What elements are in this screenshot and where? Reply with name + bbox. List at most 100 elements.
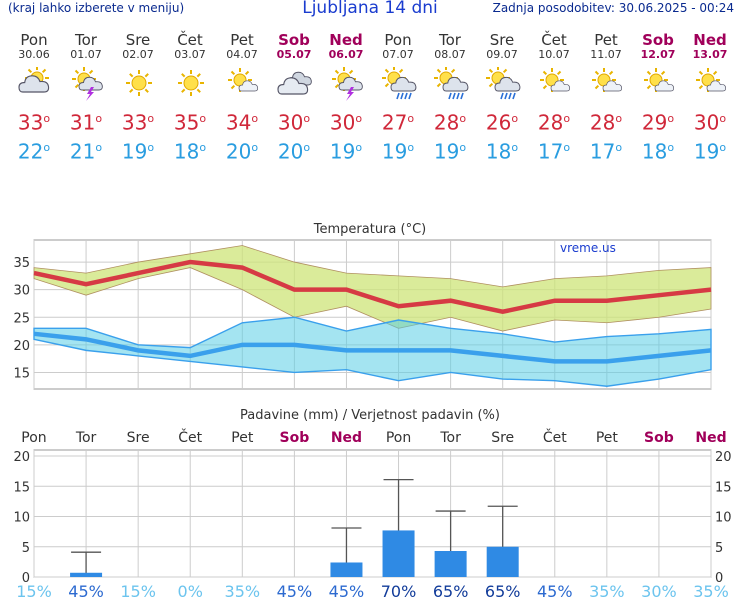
day-name: Tor [75, 31, 97, 49]
min-temperature: 21o [69, 139, 103, 164]
day-date: 13.07 [692, 48, 728, 61]
max-temperature: 34o [225, 110, 259, 135]
precipitation-probability: 45% [277, 582, 313, 600]
max-temperature: 29o [641, 110, 675, 135]
day-date: 03.07 [174, 48, 206, 61]
sun-icon [178, 70, 204, 96]
rain-sun-icon [486, 67, 521, 100]
day-column: Sob 05.07 30o 20o [268, 32, 320, 164]
precipitation-x-label: Sre [127, 430, 150, 446]
location-menu-hint[interactable]: (kraj lahko izberete v meniju) [8, 1, 185, 15]
precipitation-probability: 0% [178, 582, 203, 600]
day-date: 02.07 [122, 48, 154, 61]
precipitation-probability: 35% [589, 582, 625, 600]
max-temperature: 33o [17, 110, 51, 135]
min-temperature: 20o [225, 139, 259, 164]
day-date: 11.07 [590, 48, 622, 61]
day-column: Sre 09.07 26o 18o [476, 32, 528, 164]
precipitation-x-label: Ned [331, 430, 362, 446]
day-date: 04.07 [226, 48, 258, 61]
day-column: Pon 30.06 33o 22o [8, 32, 60, 164]
precipitation-y-tick-left: 20 [13, 450, 30, 465]
precipitation-chart-title: Padavine (mm) / Verjetnost padavin (%) [240, 408, 500, 423]
precipitation-x-label: Sob [644, 430, 674, 446]
precipitation-x-label: Tor [75, 430, 97, 446]
day-date: 12.07 [640, 48, 676, 61]
day-column: Pet 04.07 34o 20o [216, 32, 268, 164]
max-temperature: 28o [433, 110, 467, 135]
day-name: Ned [693, 31, 727, 49]
precipitation-probability: 35% [693, 582, 729, 600]
max-temperature: 31o [69, 110, 103, 135]
day-date: 10.07 [538, 48, 570, 61]
precipitation-y-tick-left: 10 [13, 511, 30, 526]
precipitation-y-tick-left: 0 [22, 571, 30, 586]
precipitation-probability: 45% [329, 582, 365, 600]
precipitation-y-tick-right: 10 [715, 511, 732, 526]
day-column: Tor 01.07 31o 21o [60, 32, 112, 164]
day-date: 05.07 [276, 48, 312, 61]
day-name: Ned [329, 31, 363, 49]
precipitation-x-label: Ned [695, 430, 726, 446]
precipitation-x-label: Tor [439, 430, 461, 446]
day-name: Čet [541, 31, 567, 49]
precipitation-probability: 65% [433, 582, 469, 600]
last-update-text: Zadnja posodobitev: 30.06.2025 - 00:24 [492, 1, 734, 15]
min-temperature: 18o [485, 139, 519, 164]
day-name: Pon [20, 31, 48, 49]
precipitation-probability: 30% [641, 582, 677, 600]
day-date: 07.07 [382, 48, 414, 61]
precipitation-probability: 15% [120, 582, 156, 600]
day-column: Sob 12.07 29o 18o [632, 32, 684, 164]
temperature-y-tick: 25 [13, 311, 30, 326]
min-temperature-line [33, 331, 712, 364]
max-temperature: 28o [589, 110, 623, 135]
precipitation-probability: 35% [225, 582, 261, 600]
day-date: 30.06 [18, 48, 50, 61]
day-date: 08.07 [434, 48, 466, 61]
min-temperature: 17o [589, 139, 623, 164]
temperature-chart: Temperatura (°C) 15 20 25 30 35 vreme.us [13, 222, 712, 390]
day-column: Čet 10.07 28o 17o [528, 32, 580, 164]
precipitation-probability: 45% [68, 582, 104, 600]
day-name: Pet [230, 31, 254, 49]
day-column: Tor 08.07 28o 19o [424, 32, 476, 164]
precipitation-bar [434, 550, 467, 577]
max-temperature: 30o [277, 110, 311, 135]
sun-small-cloud-icon [696, 68, 727, 92]
sun-small-cloud-icon [592, 68, 623, 92]
precipitation-x-label: Sre [491, 430, 514, 446]
max-temperature: 30o [693, 110, 727, 135]
day-column: Ned 06.07 30o 19o [320, 32, 372, 164]
temperature-y-tick: 20 [13, 339, 30, 354]
temperature-y-tick: 35 [13, 256, 30, 271]
max-temperature: 27o [381, 110, 415, 135]
day-column: Čet 03.07 35o 18o [164, 32, 216, 164]
precipitation-x-label: Sob [280, 430, 310, 446]
day-name: Sob [278, 31, 310, 49]
precipitation-y-tick-right: 15 [715, 480, 732, 495]
min-temperature: 19o [329, 139, 363, 164]
day-column: Pon 07.07 27o 19o [372, 32, 424, 164]
day-name: Sob [642, 31, 674, 49]
day-date: 01.07 [70, 48, 102, 61]
page-title: Ljubljana 14 dni [302, 0, 438, 18]
sun-small-cloud-icon [228, 68, 259, 92]
rain-sun-icon [382, 67, 417, 100]
thunderstorm-sun-icon [72, 67, 103, 101]
precipitation-probability: 45% [537, 582, 573, 600]
precipitation-probability: 15% [16, 582, 52, 600]
precipitation-x-label: Čet [543, 428, 567, 446]
min-temperature: 19o [381, 139, 415, 164]
day-column: Ned 13.07 30o 19o [684, 32, 736, 164]
day-name: Čet [177, 31, 203, 49]
rain-sun-icon [434, 67, 469, 100]
temperature-y-tick: 15 [13, 366, 30, 381]
day-name: Sre [489, 31, 515, 49]
min-temperature: 17o [537, 139, 571, 164]
day-name: Tor [439, 31, 461, 49]
precipitation-y-tick-left: 5 [22, 541, 30, 556]
precipitation-bar [382, 530, 415, 577]
precipitation-y-tick-right: 20 [715, 450, 732, 465]
precipitation-bar [330, 562, 363, 577]
